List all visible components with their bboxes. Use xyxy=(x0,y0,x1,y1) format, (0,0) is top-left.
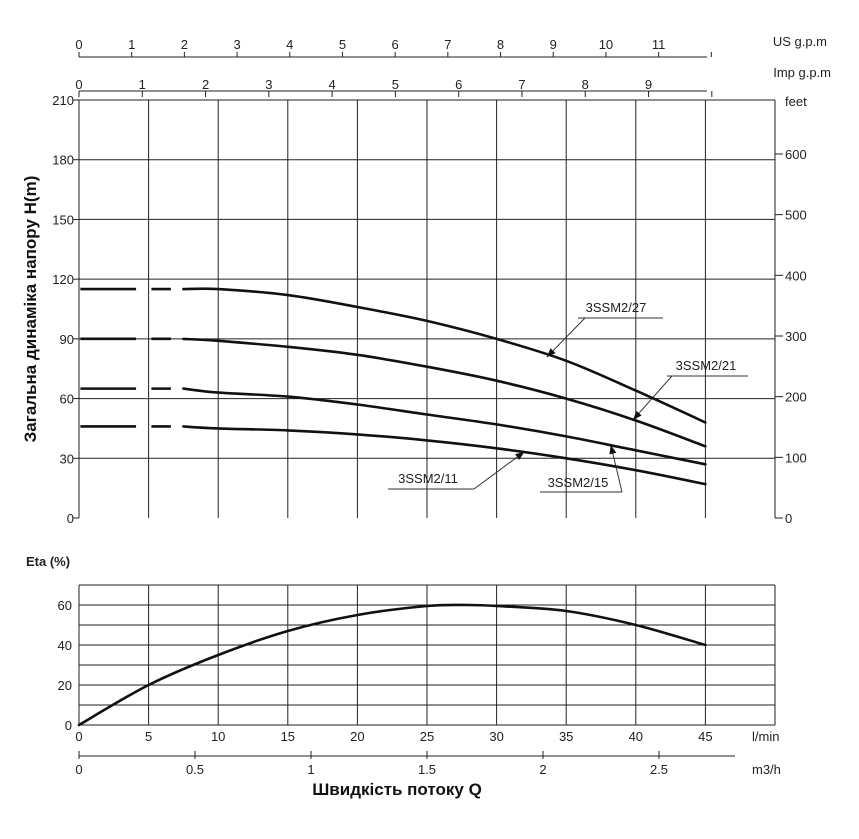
eff-y-axis-title: Eta (%) xyxy=(26,554,70,569)
feet-tick-label: 500 xyxy=(785,208,807,223)
label-3ssm2-15-arrowhead xyxy=(609,444,617,455)
us-gpm-tick-label: 8 xyxy=(497,37,504,52)
imp-gpm-tick-label: 1 xyxy=(139,77,146,92)
m3h-tick-label: 0.5 xyxy=(186,762,204,777)
us-gpm-tick-label: 5 xyxy=(339,37,346,52)
series-layer xyxy=(77,287,707,727)
lmin-tick-label: 45 xyxy=(698,729,712,744)
us-gpm-tick-label: 11 xyxy=(652,37,666,52)
head-y-axis-title: Загальна динаміка напору H(m) xyxy=(21,176,40,443)
us-gpm-tick-label: 0 xyxy=(75,37,82,52)
feet-tick-label: 300 xyxy=(785,329,807,344)
lmin-tick-label: 35 xyxy=(559,729,573,744)
m3h-tick-label: 1 xyxy=(307,762,314,777)
feet-tick-label: 200 xyxy=(785,390,807,405)
head-y-tick-label: 30 xyxy=(60,451,74,466)
us-gpm-tick-label: 7 xyxy=(444,37,451,52)
head-y-tick-label: 90 xyxy=(60,332,74,347)
lmin-tick-label: 10 xyxy=(211,729,225,744)
imp-gpm-tick-label: 3 xyxy=(265,77,272,92)
m3h-tick-label: 2 xyxy=(539,762,546,777)
imp-gpm-tick-label: 8 xyxy=(582,77,589,92)
us-gpm-tick-label: 6 xyxy=(392,37,399,52)
eff-y-tick-label: 40 xyxy=(58,638,72,653)
lmin-tick-label: 40 xyxy=(629,729,643,744)
label-3ssm2-27-leader xyxy=(546,317,586,358)
label-3ssm2-11-text: 3SSM2/11 xyxy=(398,471,458,486)
imp-gpm-tick-label: 5 xyxy=(392,77,399,92)
eff-y-tick-label: 60 xyxy=(58,598,72,613)
head-y-tick-label: 210 xyxy=(52,93,74,108)
label-3ssm2-11-leader xyxy=(473,451,525,490)
lmin-tick-label: 20 xyxy=(350,729,364,744)
m3h-tick-label: 2.5 xyxy=(650,762,668,777)
us-gpm-tick-label: 9 xyxy=(550,37,557,52)
head-y-tick-label: 60 xyxy=(60,392,74,407)
feet-tick-label: 600 xyxy=(785,147,807,162)
feet-tick-label: 100 xyxy=(785,450,807,465)
us-gpm-tick-label: 3 xyxy=(233,37,240,52)
m3h-unit-label: m3/h xyxy=(752,762,781,777)
grid-layer xyxy=(73,52,783,759)
label-3ssm2-21-text: 3SSM2/21 xyxy=(676,358,737,373)
lmin-tick-label: 0 xyxy=(75,729,82,744)
imp-gpm-tick-label: 2 xyxy=(202,77,209,92)
feet-unit-label: feet xyxy=(785,94,807,109)
x-axis-title: Швидкість потоку Q xyxy=(312,780,482,799)
feet-tick-label: 0 xyxy=(785,511,792,526)
label-3ssm2-15-text: 3SSM2/15 xyxy=(548,475,609,490)
feet-tick-label: 400 xyxy=(785,268,807,283)
imp-gpm-tick-label: 0 xyxy=(75,77,82,92)
series-line-3SSM2/15 xyxy=(182,387,707,466)
label-3ssm2-27-text: 3SSM2/27 xyxy=(586,300,647,315)
imp-gpm-tick-label: 6 xyxy=(455,77,462,92)
m3h-tick-label: 1.5 xyxy=(418,762,436,777)
lmin-unit-label: l/min xyxy=(752,729,779,744)
head-y-tick-label: 180 xyxy=(52,153,74,168)
label-3ssm2-21-arrowhead xyxy=(633,410,642,420)
lmin-tick-label: 15 xyxy=(281,729,295,744)
imp-gpm-tick-label: 7 xyxy=(518,77,525,92)
label-3ssm2-27-arrowhead xyxy=(546,348,556,358)
text-layer: 03060901201501802100100200300400500600fe… xyxy=(21,34,831,799)
us-gpm-tick-label: 10 xyxy=(599,37,613,52)
us-gpm-unit-label: US g.p.m xyxy=(773,34,827,49)
eff-y-tick-label: 0 xyxy=(65,718,72,733)
us-gpm-tick-label: 1 xyxy=(128,37,135,52)
us-gpm-tick-label: 2 xyxy=(181,37,188,52)
imp-gpm-tick-label: 4 xyxy=(329,77,336,92)
lmin-tick-label: 25 xyxy=(420,729,434,744)
m3h-tick-label: 0 xyxy=(75,762,82,777)
head-y-tick-label: 150 xyxy=(52,212,74,227)
lmin-tick-label: 30 xyxy=(489,729,503,744)
us-gpm-tick-label: 4 xyxy=(286,37,293,52)
series-line-3SSM2/21 xyxy=(182,337,707,448)
imp-gpm-unit-label: Imp g.p.m xyxy=(773,65,831,80)
eff-y-tick-label: 20 xyxy=(58,678,72,693)
lmin-tick-label: 5 xyxy=(145,729,152,744)
label-3ssm2-11-arrowhead xyxy=(515,451,525,460)
head-y-tick-label: 0 xyxy=(67,511,74,526)
imp-gpm-tick-label: 9 xyxy=(645,77,652,92)
series-line-3SSM2/11 xyxy=(182,425,707,486)
head-y-tick-label: 120 xyxy=(52,272,74,287)
series-line-3SSM2/27 xyxy=(182,287,707,424)
series-line-efficiency xyxy=(77,603,707,727)
